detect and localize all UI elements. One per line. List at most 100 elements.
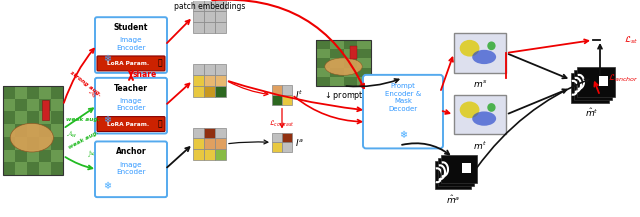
Bar: [357, 49, 371, 58]
Bar: [51, 137, 63, 150]
Bar: [316, 40, 330, 49]
Bar: [3, 86, 63, 175]
Bar: [193, 0, 204, 11]
Bar: [204, 0, 215, 11]
Bar: [272, 85, 282, 95]
Bar: [27, 163, 39, 175]
Bar: [282, 133, 292, 142]
Bar: [316, 58, 330, 67]
Bar: [3, 124, 15, 137]
Text: 🔥: 🔥: [157, 58, 163, 67]
Bar: [27, 124, 39, 137]
Text: Prompt
Encoder &
Mask
Decoder: Prompt Encoder & Mask Decoder: [385, 83, 421, 112]
Bar: [204, 64, 215, 75]
Bar: [193, 86, 204, 97]
Bar: [39, 124, 51, 137]
Bar: [15, 124, 27, 137]
Bar: [215, 0, 226, 11]
Bar: [357, 40, 371, 49]
Bar: [51, 99, 63, 111]
Bar: [39, 111, 51, 124]
Bar: [330, 40, 344, 49]
Bar: [599, 76, 608, 86]
Text: ❄: ❄: [399, 130, 407, 140]
Bar: [3, 99, 15, 111]
Bar: [204, 138, 215, 150]
Text: $\mathcal{A}_s$: $\mathcal{A}_s$: [85, 86, 100, 101]
FancyBboxPatch shape: [363, 75, 443, 148]
Bar: [330, 58, 344, 67]
Ellipse shape: [460, 102, 479, 118]
Bar: [15, 86, 27, 99]
Bar: [330, 67, 344, 77]
Bar: [27, 86, 39, 99]
Bar: [15, 111, 27, 124]
Text: Student: Student: [114, 23, 148, 32]
Text: $m^t$: $m^t$: [473, 140, 487, 152]
Bar: [593, 82, 602, 92]
Bar: [39, 150, 51, 163]
Text: $I^a$: $I^a$: [295, 137, 304, 148]
Bar: [344, 58, 357, 67]
Text: share: share: [133, 70, 157, 79]
FancyBboxPatch shape: [97, 117, 165, 132]
Ellipse shape: [10, 123, 53, 152]
Text: Anchor: Anchor: [116, 147, 147, 156]
Bar: [215, 64, 226, 75]
Bar: [193, 138, 204, 150]
Bar: [204, 75, 215, 86]
Text: $I^t$: $I^t$: [295, 89, 303, 101]
Bar: [3, 86, 15, 99]
Bar: [193, 22, 204, 33]
Bar: [357, 77, 371, 86]
Bar: [330, 49, 344, 58]
Text: $m^s$: $m^s$: [473, 78, 487, 89]
Bar: [459, 166, 468, 176]
Bar: [574, 70, 612, 100]
Text: $\mathcal{L}_{st}$: $\mathcal{L}_{st}$: [624, 34, 638, 46]
Bar: [316, 40, 371, 86]
Bar: [51, 124, 63, 137]
Text: weak aug.: weak aug.: [68, 130, 100, 150]
Bar: [39, 86, 51, 99]
Bar: [316, 49, 330, 58]
Text: $\downarrow$prompt: $\downarrow$prompt: [323, 89, 364, 102]
Bar: [215, 138, 226, 150]
Bar: [272, 142, 282, 152]
Bar: [193, 75, 204, 86]
FancyBboxPatch shape: [95, 78, 167, 133]
Bar: [42, 100, 49, 120]
Bar: [357, 58, 371, 67]
Bar: [15, 99, 27, 111]
Bar: [27, 137, 39, 150]
Bar: [596, 79, 605, 89]
Bar: [3, 137, 15, 150]
Bar: [357, 67, 371, 77]
Text: weak aug.: weak aug.: [66, 117, 100, 122]
Bar: [204, 128, 215, 138]
FancyBboxPatch shape: [95, 141, 167, 197]
Ellipse shape: [487, 41, 495, 50]
FancyBboxPatch shape: [97, 56, 165, 71]
Text: Image
Encoder: Image Encoder: [116, 37, 146, 51]
Text: $\hat{m}^t$: $\hat{m}^t$: [585, 107, 599, 119]
Bar: [39, 99, 51, 111]
Bar: [282, 95, 292, 105]
Bar: [272, 95, 282, 105]
Text: $\hat{m}^a$: $\hat{m}^a$: [446, 193, 460, 206]
Text: LoRA Param.: LoRA Param.: [107, 61, 149, 66]
Text: ❄: ❄: [103, 115, 111, 125]
Bar: [344, 67, 357, 77]
Bar: [577, 67, 615, 97]
Bar: [441, 155, 477, 183]
Bar: [215, 75, 226, 86]
Bar: [215, 128, 226, 138]
Text: ❄: ❄: [103, 181, 111, 191]
Text: patch embeddings: patch embeddings: [174, 2, 245, 11]
Bar: [316, 67, 330, 77]
Text: $\mathcal{L}_{anchor}$: $\mathcal{L}_{anchor}$: [607, 72, 638, 84]
Bar: [282, 85, 292, 95]
Bar: [456, 169, 465, 179]
Text: $\mathcal{A}_r$: $\mathcal{A}_r$: [85, 146, 99, 161]
Ellipse shape: [472, 112, 496, 126]
